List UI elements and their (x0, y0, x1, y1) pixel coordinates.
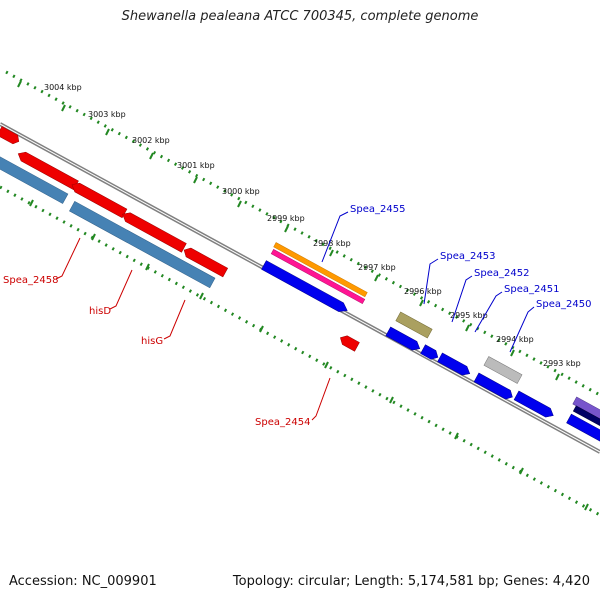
label-spea2452[interactable]: Spea_2452 (474, 268, 529, 279)
gene-blue-spea2453[interactable] (385, 326, 422, 353)
ruler-label-3002: 3002 kbp (132, 136, 170, 145)
ruler-label-2999: 2999 kbp (267, 214, 305, 223)
gene-blue-spea2455[interactable] (261, 260, 349, 315)
ruler-label-3003: 3003 kbp (88, 110, 126, 119)
genome-summary-text: Topology: circular; Length: 5,174,581 bp… (232, 574, 590, 589)
label-spea2450[interactable]: Spea_2450 (536, 299, 591, 310)
genome-title: Shewanella pealeana ATCC 700345, complet… (121, 9, 479, 24)
label-spea2455[interactable]: Spea_2455 (350, 204, 405, 215)
label-spea2451[interactable]: Spea_2451 (504, 284, 559, 295)
track-steelblue-1 (0, 155, 69, 204)
gene-red-left-2[interactable] (16, 149, 79, 191)
ruler-label-2996: 2996 kbp (404, 287, 442, 296)
label-spea2458[interactable]: Spea_2458 (3, 275, 58, 286)
gene-red-small[interactable] (182, 246, 229, 278)
ruler-label-2998: 2998 kbp (313, 239, 351, 248)
track-orange (273, 242, 368, 298)
gene-blue-spea2451[interactable] (473, 372, 515, 401)
gene-blue-small[interactable] (420, 344, 441, 362)
gene-gray[interactable] (483, 356, 523, 384)
track-steelblue-2 (69, 200, 216, 289)
gene-olive[interactable] (395, 311, 433, 339)
accession-text: Accession: NC_009901 (9, 574, 157, 589)
red-leader-lines (55, 237, 331, 421)
inner-ruler-line (0, 185, 600, 517)
blue-leader-lines (321, 211, 535, 353)
ruler-label-3000: 3000 kbp (222, 187, 260, 196)
label-spea2454[interactable]: Spea_2454 (255, 417, 310, 428)
gene-blue-spea2452[interactable] (437, 352, 473, 378)
ruler-label-3004: 3004 kbp (44, 83, 82, 92)
gene-blue-right-edge[interactable] (566, 413, 600, 447)
label-hisG[interactable]: hisG (141, 336, 163, 347)
ruler-label-2994: 2994 kbp (496, 335, 534, 344)
gene-red-hisD[interactable] (70, 180, 128, 219)
gene-blue-spea2450[interactable] (513, 390, 556, 420)
label-spea2453[interactable]: Spea_2453 (440, 251, 495, 262)
gene-red-hisG[interactable] (120, 210, 187, 253)
label-hisD[interactable]: hisD (89, 306, 111, 317)
track-pink (270, 249, 366, 305)
ruler-label-3001: 3001 kbp (177, 161, 215, 170)
gene-red-left-1[interactable] (0, 126, 21, 145)
outer-ruler-line (5, 70, 600, 397)
gene-navy[interactable] (572, 405, 600, 431)
inner-ruler-ticks (29, 199, 589, 511)
ruler-label-2997: 2997 kbp (358, 263, 396, 272)
outer-ruler-ticks (17, 80, 560, 381)
ruler-label-2995: 2995 kbp (450, 311, 488, 320)
gene-red-spea2454[interactable] (338, 333, 360, 352)
ruler-label-2993: 2993 kbp (543, 359, 581, 368)
